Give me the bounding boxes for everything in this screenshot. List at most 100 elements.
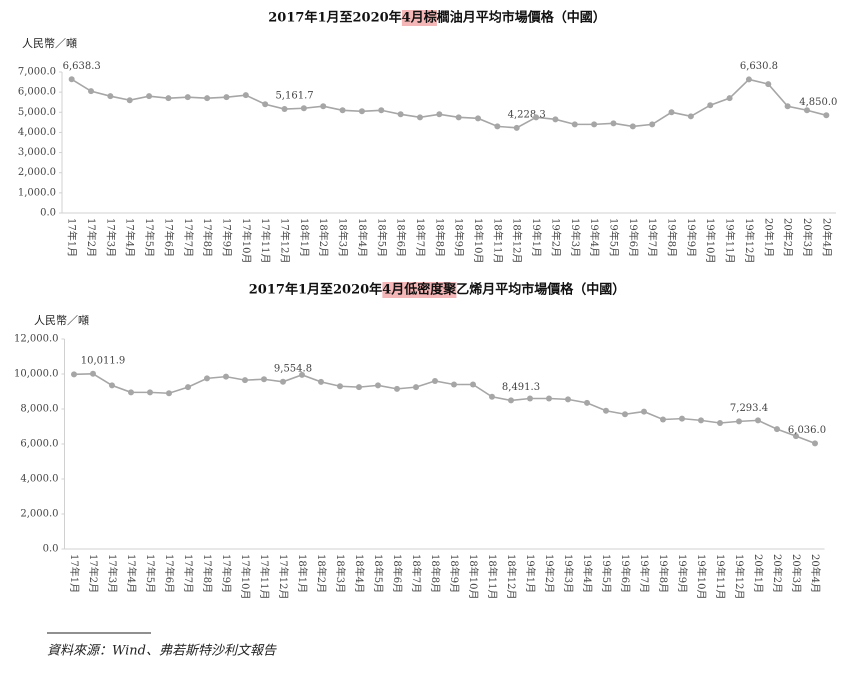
x-tick-label: 17年3月 (106, 554, 119, 593)
data-point (571, 121, 578, 128)
x-tick-label: 19年6月 (619, 554, 632, 593)
data-point (774, 426, 780, 433)
x-tick-label: 17年12月 (279, 218, 292, 263)
x-tick-label: 19年5月 (600, 554, 613, 593)
x-tick-label: 18年2月 (317, 218, 330, 257)
x-tick-label: 18年12月 (505, 554, 518, 599)
data-point (765, 81, 772, 88)
data-point (107, 93, 114, 100)
data-point (184, 94, 191, 101)
data-point (508, 397, 514, 404)
x-tick-label: 19年2月 (549, 218, 562, 257)
x-tick-label: 17年7月 (182, 554, 195, 593)
x-tick-label: 19年7月 (638, 554, 651, 593)
data-point (204, 95, 211, 102)
y-tick-label: 4,000.0 (20, 474, 58, 485)
data-point (378, 107, 385, 114)
x-tick-label: 20年2月 (782, 218, 795, 257)
data-point (88, 88, 95, 95)
x-tick-label: 19年12月 (743, 218, 756, 263)
x-tick-label: 19年11月 (714, 554, 727, 599)
title-highlight (401, 10, 437, 26)
data-point (337, 383, 343, 390)
data-point (394, 385, 400, 392)
x-tick-label: 19年2月 (543, 554, 556, 593)
value-label: 6,036.0 (788, 425, 826, 436)
x-tick-label: 19年6月 (627, 218, 640, 257)
data-point (339, 107, 346, 114)
value-label: 8,491.3 (502, 382, 540, 393)
data-point (109, 382, 115, 389)
data-point (432, 378, 438, 384)
y-tick-label: 10,000.0 (14, 369, 59, 380)
x-tick-label: 17年11月 (259, 218, 272, 263)
y-tick-label: 8,000.0 (20, 404, 58, 415)
x-tick-label: 19年9月 (676, 554, 689, 593)
x-tick-label: 17年4月 (125, 554, 138, 593)
data-point (803, 107, 810, 114)
data-point (128, 389, 134, 396)
x-tick-label: 18年11月 (486, 554, 499, 599)
data-point (281, 106, 288, 113)
data-point (565, 396, 571, 403)
x-tick-label: 19年11月 (724, 218, 737, 263)
x-tick-label: 17年2月 (87, 554, 100, 593)
x-tick-label: 17年11月 (258, 554, 271, 599)
x-tick-label: 18年5月 (375, 218, 388, 257)
data-point (475, 115, 482, 122)
x-tick-label: 18年9月 (453, 218, 466, 257)
value-label: 4,228.3 (508, 109, 546, 120)
value-label: 10,011.9 (81, 355, 126, 366)
data-line (71, 78, 827, 129)
y-tick-label: 12,000.0 (14, 334, 59, 345)
x-tick-label: 18年8月 (429, 554, 442, 593)
data-point (793, 433, 799, 440)
data-point (68, 76, 75, 83)
data-point (318, 378, 324, 385)
chart-title: 2017年1月至2020年4月低密度聚乙烯月平均市場價格（中國） (249, 282, 625, 298)
data-point (262, 101, 269, 108)
data-point (707, 102, 714, 109)
x-tick-label: 17年7月 (182, 218, 195, 257)
data-point (698, 417, 704, 424)
data-point (687, 113, 694, 120)
x-tick-label: 19年3月 (562, 554, 575, 593)
data-point (591, 121, 598, 128)
data-point (451, 381, 457, 388)
value-label: 4,850.0 (799, 97, 837, 108)
x-tick-label: 19年9月 (685, 218, 698, 257)
x-tick-label: 18年11月 (491, 218, 504, 263)
data-point (668, 109, 675, 116)
data-point (470, 381, 476, 388)
data-point (166, 390, 172, 397)
data-point (513, 124, 520, 131)
data-point (603, 407, 609, 414)
data-point (242, 377, 248, 384)
y-axis-label: 人民幣／噸 (22, 36, 77, 50)
y-tick-label: 6,000.0 (20, 439, 58, 450)
x-tick-label: 17年8月 (201, 554, 214, 593)
x-tick-label: 18年5月 (372, 554, 385, 593)
title-highlight (382, 282, 457, 298)
data-point (812, 440, 818, 447)
data-point (629, 123, 636, 130)
data-point (584, 399, 590, 406)
x-tick-label: 19年10月 (704, 218, 717, 263)
data-point (736, 418, 742, 425)
x-tick-label: 19年4月 (588, 218, 601, 257)
x-tick-label: 18年4月 (356, 218, 369, 257)
data-point (649, 121, 656, 128)
value-label: 9,554.8 (274, 363, 312, 374)
x-tick-label: 19年10月 (695, 554, 708, 599)
data-point (494, 123, 501, 130)
x-tick-label: 18年9月 (448, 554, 461, 593)
y-tick-label: 6,000.0 (18, 87, 56, 98)
x-tick-label: 19年3月 (569, 218, 582, 257)
data-point (358, 108, 365, 115)
data-point (784, 103, 791, 110)
data-point (726, 95, 733, 102)
x-tick-label: 18年6月 (391, 554, 404, 593)
x-tick-label: 19年1月 (530, 218, 543, 257)
data-point (455, 114, 462, 121)
